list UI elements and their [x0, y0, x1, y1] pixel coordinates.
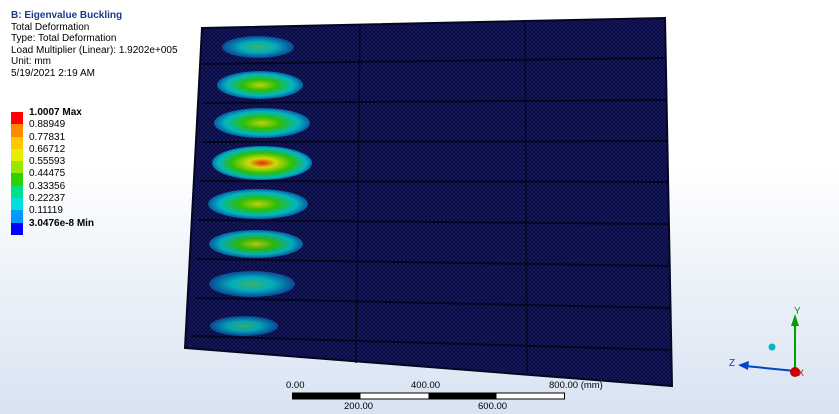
triad-x-axis [790, 367, 800, 377]
legend-swatch [11, 124, 23, 137]
scale-label-0: 0.00 [286, 380, 305, 391]
scale-label-400: 400.00 [411, 380, 441, 391]
buckling-lobes [208, 36, 312, 336]
load-multiplier: Load Multiplier (Linear): 1.9202e+005 [11, 44, 178, 56]
scale-bar: 0.00 400.00 800.00 (mm) 200.00 600.00 [286, 380, 603, 412]
legend-swatch [11, 112, 23, 125]
scale-label-200: 200.00 [344, 401, 374, 412]
logo-version-release: R2 [816, 45, 833, 60]
triad-x-label: X [798, 368, 804, 378]
timestamp: 5/19/2021 2:19 AM [11, 67, 95, 79]
legend-swatch [11, 210, 23, 223]
logo-brand: ANSYS [747, 22, 833, 47]
triad-y-arrow [791, 314, 799, 326]
scale-bar-graphic [292, 392, 565, 400]
legend-swatch [11, 185, 23, 199]
legend-label: 0.77831 [29, 131, 66, 143]
stiffener-lines [190, 57, 672, 351]
legend-swatch [11, 173, 23, 186]
logo-version-year: 2020 [783, 45, 813, 60]
legend-label: 0.55593 [29, 156, 66, 168]
legend-min-label: 3.0476e-8 Min [29, 217, 95, 229]
legend-label: 0.11119 [29, 205, 63, 217]
legend-label: 0.33356 [29, 180, 66, 192]
legend-max-label: 1.0007 Max [29, 107, 82, 118]
coordinate-triad[interactable]: Y Z X [725, 300, 815, 390]
logo-version: 2020 R2 [747, 46, 833, 60]
triad-y-label: Y [794, 306, 801, 317]
legend-label: 0.22237 [29, 193, 66, 205]
unit-label: Unit: mm [11, 56, 51, 67]
legend-label: 0.88949 [29, 119, 66, 131]
triad-z-arrow [738, 361, 749, 370]
triad-z-axis [744, 365, 796, 372]
legend-swatch [11, 198, 23, 211]
result-header: B: Eigenvalue Buckling Total Deformation… [11, 10, 178, 79]
ansys-logo: ANSYS 2020 R2 [747, 24, 833, 60]
triad-origin-ball [768, 343, 776, 351]
mesh-plate [183, 16, 674, 388]
analysis-title: B: Eigenvalue Buckling [11, 10, 123, 21]
scale-label-600: 600.00 [478, 401, 508, 412]
vertical-lines [355, 21, 528, 374]
legend-label: 0.66712 [29, 143, 66, 155]
result-type: Type: Total Deformation [11, 33, 117, 44]
legend-swatch [11, 148, 23, 162]
legend-swatch [11, 136, 23, 149]
result-name: Total Deformation [11, 21, 90, 33]
legend-label: 0.44475 [29, 168, 66, 180]
triad-z-label: Z [729, 358, 735, 369]
legend-swatch [11, 222, 23, 235]
scale-label-800: 800.00 (mm) [549, 380, 603, 391]
legend-swatch [11, 161, 23, 174]
